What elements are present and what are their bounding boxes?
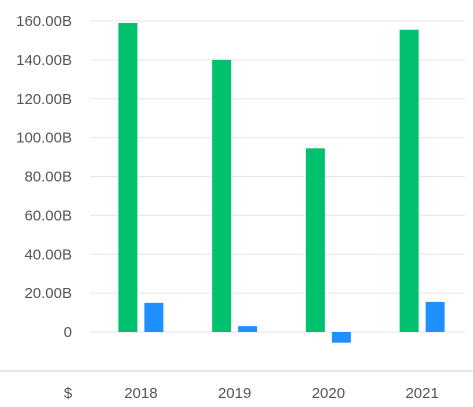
x-axis-ticks: 2018 2019 2020 2021 <box>124 385 439 402</box>
bar-series-1-2021 <box>399 29 419 332</box>
x-tick-label: 2018 <box>124 385 157 402</box>
y-tick-label: 20.00B <box>24 285 72 302</box>
bars <box>118 22 445 343</box>
bar-series-2-2018 <box>144 302 164 332</box>
y-tick-label: 160.00B <box>16 13 72 30</box>
bar-series-2-2019 <box>238 326 258 332</box>
y-tick-label: 120.00B <box>16 91 72 108</box>
bar-series-1-2018 <box>118 22 138 332</box>
gridlines <box>90 20 465 333</box>
x-tick-label: 2020 <box>312 385 345 402</box>
x-tick-label: 2021 <box>405 385 438 402</box>
x-tick-label: 2019 <box>218 385 251 402</box>
bar-series-2-2020 <box>331 332 351 343</box>
bar-series-1-2020 <box>305 148 325 332</box>
y-tick-label: 40.00B <box>24 246 72 263</box>
y-tick-label: 60.00B <box>24 207 72 224</box>
bar-series-2-2021 <box>425 301 445 332</box>
y-axis-ticks: 0 20.00B 40.00B 60.00B 80.00B 100.00B 120.00B 1… <box>16 13 72 341</box>
currency-label: $ <box>64 385 73 402</box>
bar-series-1-2019 <box>212 59 232 332</box>
y-tick-label: 0 <box>64 324 72 341</box>
y-tick-label: 80.00B <box>24 169 72 186</box>
y-tick-label: 100.00B <box>16 130 72 147</box>
y-tick-label: 140.00B <box>16 52 72 69</box>
